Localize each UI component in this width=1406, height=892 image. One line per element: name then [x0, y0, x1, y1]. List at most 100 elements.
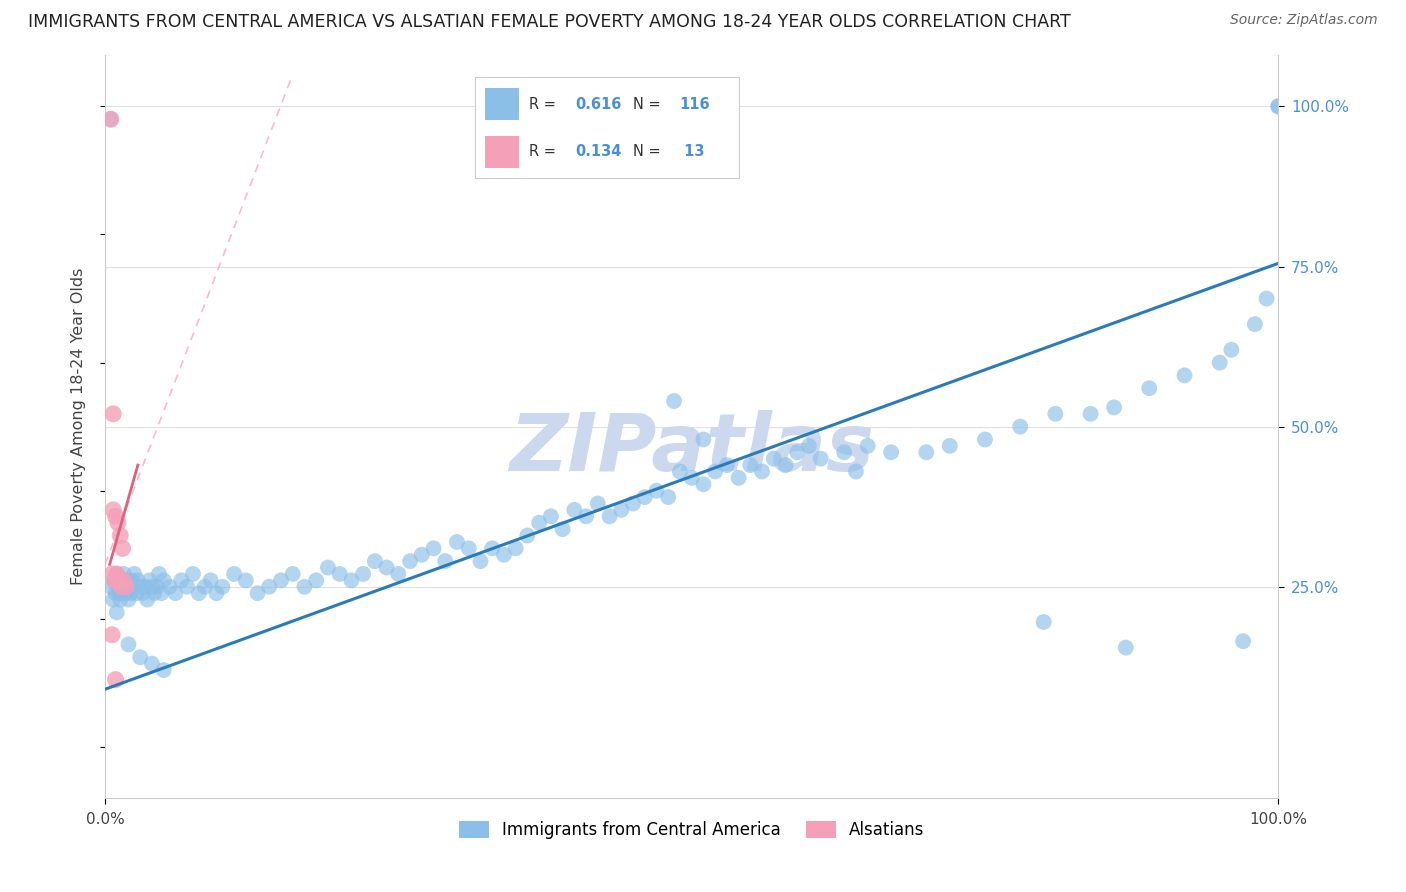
Point [104, 586, 127, 600]
Point [575, 509, 598, 524]
Point [118, 580, 141, 594]
Point [1232, 634, 1254, 648]
Point [100, 112, 122, 127]
Point [129, 580, 152, 594]
Point [1173, 368, 1195, 383]
Point [103, 592, 125, 607]
Point [110, 528, 132, 542]
Point [364, 554, 387, 568]
Point [246, 586, 269, 600]
Point [527, 516, 550, 530]
Point [134, 580, 156, 594]
Point [434, 554, 457, 568]
Point [1243, 317, 1265, 331]
Point [107, 580, 129, 594]
Point [112, 574, 135, 588]
Point [1220, 343, 1243, 357]
Point [165, 586, 187, 600]
Point [305, 574, 328, 588]
Point [152, 574, 174, 588]
Point [692, 433, 714, 447]
Point [108, 574, 131, 588]
Point [681, 471, 703, 485]
Point [1080, 407, 1102, 421]
Point [762, 451, 785, 466]
Point [375, 560, 398, 574]
Point [120, 586, 142, 600]
Point [621, 496, 644, 510]
Point [181, 566, 204, 581]
Point [222, 566, 245, 581]
Point [797, 439, 820, 453]
Point [205, 586, 228, 600]
Point [329, 566, 352, 581]
Point [115, 580, 138, 594]
Point [103, 574, 125, 588]
Point [915, 445, 938, 459]
Point [104, 509, 127, 524]
Point [100, 580, 122, 594]
Point [105, 566, 128, 581]
Point [101, 628, 124, 642]
Point [492, 548, 515, 562]
Point [645, 483, 668, 498]
Point [117, 637, 139, 651]
Point [125, 586, 148, 600]
Point [727, 471, 749, 485]
Point [111, 541, 134, 556]
Point [200, 574, 222, 588]
Y-axis label: Female Poverty Among 18-24 Year Olds: Female Poverty Among 18-24 Year Olds [72, 268, 86, 585]
Point [138, 574, 160, 588]
Text: ZIPatlas: ZIPatlas [509, 410, 875, 488]
Point [352, 566, 374, 581]
Point [657, 490, 679, 504]
Point [124, 566, 146, 581]
Point [141, 657, 163, 671]
Point [505, 541, 527, 556]
Point [540, 509, 562, 524]
Point [669, 465, 692, 479]
Point [775, 458, 797, 472]
Point [108, 586, 131, 600]
Point [786, 445, 808, 459]
Point [634, 490, 657, 504]
Point [131, 586, 153, 600]
Point [115, 580, 138, 594]
Point [1208, 355, 1230, 369]
Point [599, 509, 621, 524]
Point [845, 465, 868, 479]
Point [103, 574, 125, 588]
Point [105, 606, 128, 620]
Point [170, 574, 193, 588]
Point [294, 580, 316, 594]
Point [1045, 407, 1067, 421]
Point [270, 574, 292, 588]
Point [411, 548, 433, 562]
Point [114, 586, 136, 600]
Point [1115, 640, 1137, 655]
Point [516, 528, 538, 542]
Point [610, 503, 633, 517]
Point [662, 394, 685, 409]
Point [150, 586, 173, 600]
Point [551, 522, 574, 536]
Point [211, 580, 233, 594]
Point [105, 566, 128, 581]
Point [148, 566, 170, 581]
Point [101, 566, 124, 581]
Point [470, 554, 492, 568]
Point [1267, 99, 1289, 113]
Point [340, 574, 363, 588]
Point [194, 580, 217, 594]
Point [422, 541, 444, 556]
Point [110, 580, 132, 594]
Point [810, 451, 832, 466]
Point [1267, 99, 1289, 113]
Point [104, 673, 127, 687]
Point [141, 580, 163, 594]
Point [939, 439, 962, 453]
Point [457, 541, 479, 556]
Point [159, 580, 181, 594]
Point [127, 574, 149, 588]
Point [692, 477, 714, 491]
